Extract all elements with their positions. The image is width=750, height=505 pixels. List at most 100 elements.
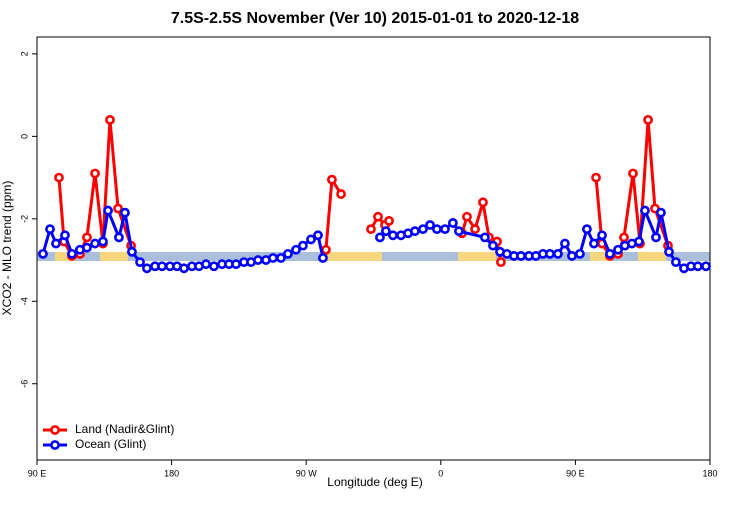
data-point (470, 224, 480, 235)
data-point (384, 215, 394, 226)
data-point (142, 263, 152, 274)
data-point (67, 248, 77, 259)
y-tick-label: 2 (19, 51, 29, 56)
data-point (157, 261, 167, 272)
data-point (643, 114, 653, 125)
data-point (179, 263, 189, 274)
data-point (38, 248, 48, 259)
data-point (634, 236, 644, 247)
data-point (90, 238, 100, 249)
data-point (381, 226, 391, 237)
data-point (327, 174, 337, 185)
data-point (253, 255, 263, 265)
data-point (671, 257, 681, 268)
legend-label: Land (Nadir&Glint) (75, 422, 174, 436)
data-point (318, 253, 328, 263)
data-point (313, 230, 323, 241)
data-point (82, 232, 92, 243)
data-point (135, 257, 145, 268)
data-point (656, 207, 666, 218)
data-point (60, 230, 70, 241)
data-point (432, 224, 442, 235)
data-point (283, 248, 293, 259)
data-point (418, 224, 428, 235)
y-tick-label: -2 (19, 215, 29, 223)
y-axis-label: XCO2 - MLO trend (ppm) (0, 181, 14, 316)
data-point (597, 230, 607, 241)
data-point (589, 238, 599, 249)
data-point (545, 248, 555, 259)
data-point (268, 253, 278, 263)
data-point (388, 230, 398, 241)
data-point (276, 253, 286, 263)
data-point (440, 224, 450, 235)
data-point (496, 257, 506, 268)
data-point (54, 172, 64, 183)
data-point (306, 234, 316, 245)
data-point (375, 232, 385, 243)
data-point (619, 232, 629, 243)
data-point (201, 259, 211, 270)
legend-marker (50, 440, 60, 450)
data-point (462, 211, 472, 222)
data-point (114, 232, 124, 243)
data-point (209, 261, 219, 272)
data-point (90, 168, 100, 179)
data-point (567, 251, 577, 261)
x-tick-label: 180 (702, 468, 717, 478)
data-point (82, 242, 92, 253)
data-point (298, 240, 308, 251)
x-tick-label: 90 E (28, 468, 47, 478)
data-point (651, 232, 661, 243)
plot-frame (36, 36, 711, 461)
data-point (692, 261, 703, 272)
data-point (664, 246, 674, 257)
data-point (448, 218, 458, 228)
data-point (628, 168, 638, 179)
x-axis-label: Longitude (deg E) (327, 475, 422, 489)
data-point (336, 189, 346, 199)
data-point (453, 226, 464, 237)
chart-title: 7.5S-2.5S November (Ver 10) 2015-01-01 t… (171, 10, 579, 27)
data-point (98, 236, 108, 247)
data-point (480, 232, 490, 243)
data-point (120, 207, 130, 218)
x-tick-label: 90 W (296, 468, 318, 478)
y-tick-label: -6 (19, 380, 29, 388)
series-line (57, 119, 133, 258)
data-point (553, 248, 563, 259)
data-point (640, 205, 650, 216)
data-point (113, 203, 123, 214)
y-tick-label: 0 (19, 134, 29, 139)
y-tick-label: -4 (19, 297, 29, 305)
data-point (605, 248, 615, 259)
data-point (51, 238, 61, 249)
legend-marker (50, 425, 60, 435)
data-point (701, 261, 711, 272)
data-point (373, 211, 383, 222)
data-point (516, 251, 526, 261)
data-point (45, 224, 55, 235)
data-point (231, 259, 241, 270)
data-point (478, 197, 488, 208)
x-tick-label: 90 E (566, 468, 585, 478)
land-ocean-strip (37, 252, 710, 261)
x-tick-label: 0 (438, 468, 443, 478)
data-point (591, 172, 601, 183)
series-line (594, 119, 670, 258)
data-point (425, 220, 435, 230)
data-point (291, 244, 301, 255)
data-point (103, 205, 113, 216)
data-point (560, 238, 570, 249)
data-point (488, 240, 498, 251)
data-point (321, 244, 331, 255)
data-point (410, 226, 420, 237)
data-point (582, 224, 592, 235)
data-point (127, 246, 137, 257)
legend-label: Ocean (Glint) (75, 437, 146, 451)
legend: Land (Nadir&Glint)Ocean (Glint) (43, 422, 174, 451)
data-point (613, 244, 623, 255)
x-tick-label: 180 (164, 468, 179, 478)
data-point (574, 248, 585, 259)
